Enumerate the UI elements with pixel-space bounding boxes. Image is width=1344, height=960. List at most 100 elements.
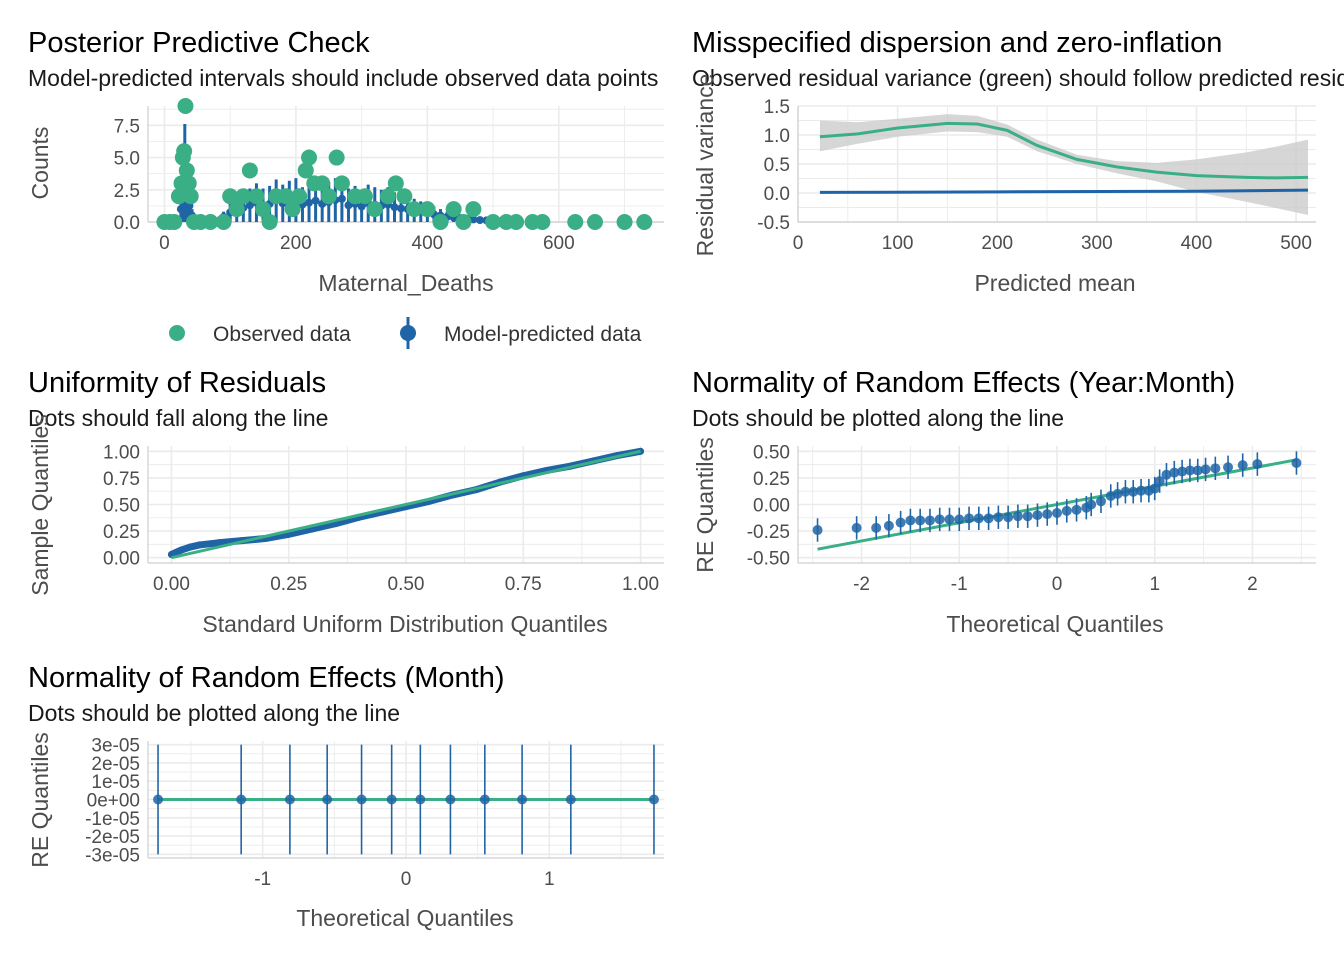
re-m-ytick-label: 3e-05 xyxy=(91,736,140,757)
re-ym-ytick-label: 0.50 xyxy=(753,442,790,463)
observed-point xyxy=(379,188,396,205)
observed-point xyxy=(366,201,383,218)
unif-ytick-label: 0.75 xyxy=(103,469,140,490)
observed-point xyxy=(170,188,187,205)
re-ym-xlabel: Theoretical Quantiles xyxy=(946,611,1163,637)
re-m-ytick-label: -3e-05 xyxy=(85,845,140,866)
unif-xtick-label: 1.00 xyxy=(622,574,659,595)
unif-ytick-label: 0.25 xyxy=(103,522,140,543)
observed-variance-line xyxy=(819,121,1309,180)
re-quantile-point xyxy=(905,515,916,526)
unif-xtick-label: 0.25 xyxy=(270,574,307,595)
unif-xlabel: Standard Uniform Distribution Quantiles xyxy=(202,611,607,637)
re-m-title: Normality of Random Effects (Month) xyxy=(28,662,505,694)
observed-point xyxy=(176,143,193,160)
re-ym-xtick-label: -2 xyxy=(853,574,870,595)
re-quantile-point xyxy=(1086,499,1097,510)
re-m-xlabel: Theoretical Quantiles xyxy=(296,905,513,931)
legend-predicted-key xyxy=(400,325,416,341)
re-ym-ytick-label: -0.50 xyxy=(747,549,790,570)
ppc-ytick-label: 0.0 xyxy=(114,213,140,234)
re-quantile-point xyxy=(812,525,823,536)
re-m-xtick-label: 1 xyxy=(544,869,555,890)
re-quantile-point xyxy=(924,515,935,526)
re-quantile-point xyxy=(648,794,659,805)
re-ym-xtick-label: 1 xyxy=(1149,574,1160,595)
predicted-point xyxy=(357,202,366,211)
re-quantile-point xyxy=(153,794,164,805)
re-quantile-point xyxy=(1237,460,1248,471)
re-quantile-point xyxy=(883,520,894,531)
ppc-subtitle: Model-predicted intervals should include… xyxy=(28,65,658,91)
observed-point xyxy=(248,188,265,205)
legend-observed-label: Observed data xyxy=(213,323,351,346)
re-quantile-point xyxy=(1061,505,1072,516)
observed-point xyxy=(222,188,239,205)
observed-point xyxy=(255,201,272,218)
unif-ytick-label: 1.00 xyxy=(103,442,140,463)
re-quantile-point xyxy=(1032,510,1043,521)
re-m-ylabel: RE Quantiles xyxy=(27,732,53,868)
observed-point xyxy=(202,214,219,230)
re-quantile-point xyxy=(517,794,528,805)
re-quantile-point xyxy=(1128,486,1139,497)
re-m-ytick-label: 0e+00 xyxy=(87,791,140,812)
observed-point xyxy=(235,188,252,205)
observed-point xyxy=(356,188,373,205)
re-quantile-point xyxy=(1071,504,1082,515)
predicted-variance-line xyxy=(819,188,1309,194)
observed-point xyxy=(182,188,199,205)
observed-point xyxy=(396,188,413,205)
ppc-xtick-label: 0 xyxy=(159,233,170,254)
re-quantile-point xyxy=(236,794,247,805)
re-quantile-point xyxy=(1210,463,1221,474)
ppc-legend: Observed data Model-predicted data xyxy=(169,317,642,349)
re-ym-xtick-label: 0 xyxy=(1052,574,1063,595)
re-quantile-point xyxy=(1012,511,1023,522)
re-quantile-point xyxy=(934,514,945,525)
re-quantile-point xyxy=(1003,512,1014,523)
predicted-point xyxy=(390,203,399,212)
re-quantile-point xyxy=(944,514,955,525)
disp-ytick-label: 0.5 xyxy=(764,155,790,176)
observed-point xyxy=(241,162,258,179)
confidence-band xyxy=(819,114,1309,216)
re-ym-title: Normality of Random Effects (Year:Month) xyxy=(692,367,1235,399)
unif-ytick-label: 0.00 xyxy=(103,549,140,570)
disp-ytick-label: -0.5 xyxy=(757,213,790,234)
predicted-point xyxy=(397,204,406,213)
reference-line xyxy=(171,449,641,560)
unif-ytick-label: 0.50 xyxy=(103,496,140,517)
re-quantile-point xyxy=(1022,511,1033,522)
re-quantile-point xyxy=(1177,466,1188,477)
observed-point xyxy=(387,175,404,192)
re-quantile-point xyxy=(973,513,984,524)
observed-point xyxy=(178,162,195,179)
disp-xtick-label: 0 xyxy=(793,233,804,254)
observed-point xyxy=(328,149,345,166)
re-m-ytick-label: -1e-05 xyxy=(85,809,140,830)
re-quantile-point xyxy=(1052,508,1062,519)
disp-xtick-label: 200 xyxy=(981,233,1013,254)
disp-plot: 0 100 200 300 400 500 -0.5 0.0 0.5 1.0 1.5 xyxy=(757,97,1316,254)
re-quantile-point xyxy=(1200,464,1211,475)
re-ym-subtitle: Dots should be plotted along the line xyxy=(692,405,1064,431)
ppc-plot: 0 200 400 600 0.0 2.5 5.0 7.5 xyxy=(114,98,664,254)
ppc-xtick-label: 400 xyxy=(412,233,444,254)
observed-point xyxy=(455,214,472,230)
observed-point xyxy=(419,201,436,218)
disp-ytick-label: 1.5 xyxy=(764,97,790,118)
predicted-point xyxy=(311,196,320,205)
sample-point xyxy=(196,541,204,549)
re-ym-ylabel: RE Quantiles xyxy=(692,437,718,573)
re-quantile-point xyxy=(1192,465,1203,476)
re-quantile-point xyxy=(993,512,1004,523)
disp-xtick-label: 300 xyxy=(1081,233,1113,254)
re-quantile-point xyxy=(1149,483,1160,494)
observed-point xyxy=(508,214,525,230)
observed-point xyxy=(301,149,318,166)
re-m-plot: -1 0 1 3e-052e-051e-050e+00-1e-05-2e-05-3e-… xyxy=(85,736,664,890)
observed-point xyxy=(320,188,337,205)
re-m-ytick-label: 2e-05 xyxy=(91,754,140,775)
